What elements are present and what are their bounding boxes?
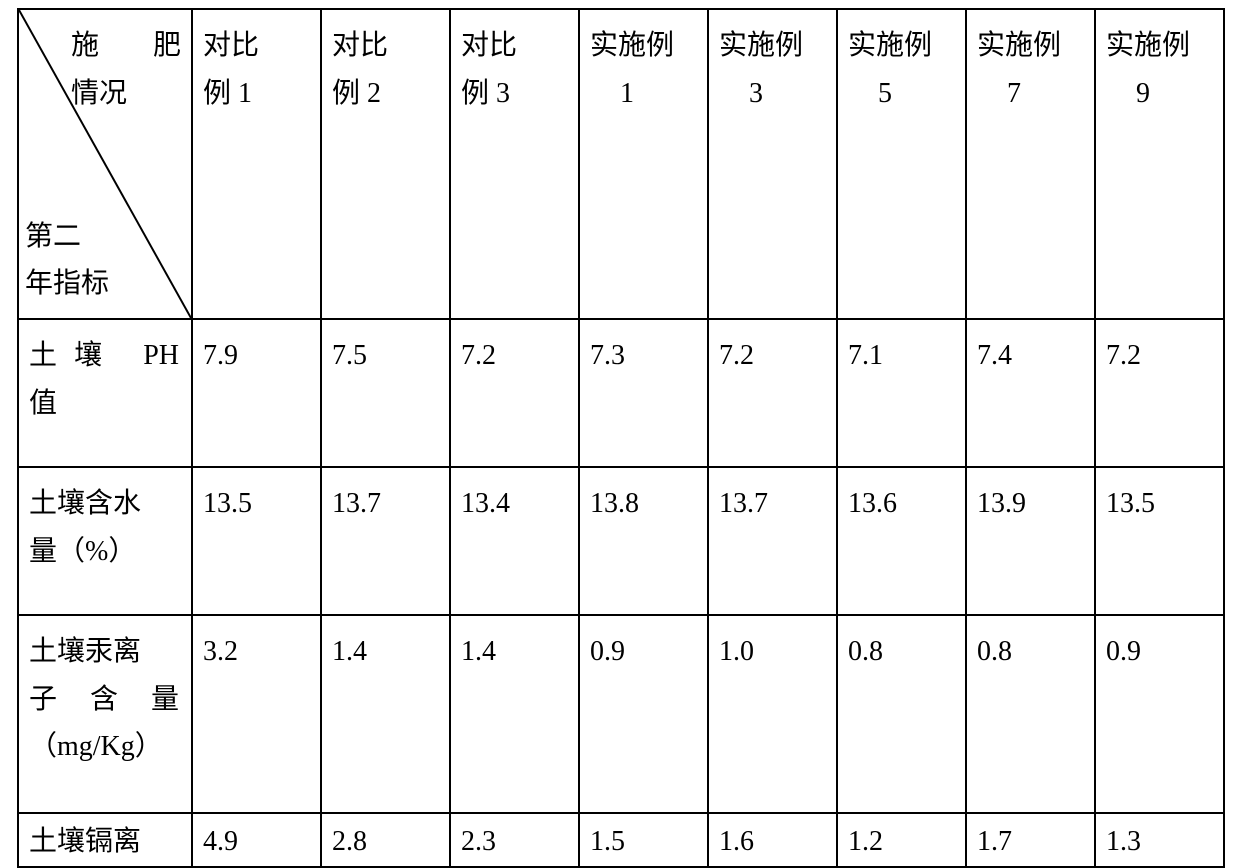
col-header-3: 对比 例 3 — [450, 9, 579, 319]
col-header-7: 实施例 7 — [966, 9, 1095, 319]
diag-bottom-l1: 第二 — [25, 221, 81, 252]
cell: 13.7 — [708, 467, 837, 615]
row-label: 土壤汞离 子 含 量 （mg/Kg） — [18, 615, 192, 813]
row-label: 土壤含水 量（%） — [18, 467, 192, 615]
col-header-l2: 9 — [1106, 78, 1150, 109]
col-header-l2: 例 3 — [461, 78, 510, 109]
row-label-l2: 值 — [29, 388, 57, 419]
cell: 7.4 — [966, 319, 1095, 467]
col-header-l2: 7 — [977, 78, 1021, 109]
col-header-2: 对比 例 2 — [321, 9, 450, 319]
cell: 13.4 — [450, 467, 579, 615]
row-label: 土壤镉离 — [18, 813, 192, 867]
table-row: 土壤含水 量（%） 13.5 13.7 13.4 13.8 13.7 13.6 … — [18, 467, 1224, 615]
cell: 7.5 — [321, 319, 450, 467]
row-label-l1: 土壤镉离 — [29, 826, 141, 857]
cell: 13.7 — [321, 467, 450, 615]
row-label-l2: 子 含 量 — [29, 676, 179, 724]
col-header-l2: 例 2 — [332, 78, 381, 109]
cell: 1.3 — [1095, 813, 1224, 867]
data-table: 施 肥 情况 第二 年指标 对比 例 1 对比 例 2 对比 例 3 实施例 1… — [17, 8, 1225, 868]
cell: 1.6 — [708, 813, 837, 867]
cell: 1.4 — [450, 615, 579, 813]
table-row: 土壤 PH 值 7.9 7.5 7.2 7.3 7.2 7.1 7.4 7.2 — [18, 319, 1224, 467]
col-header-5: 实施例 3 — [708, 9, 837, 319]
cell: 13.5 — [1095, 467, 1224, 615]
row-label-l3: （mg/Kg） — [29, 731, 163, 762]
cell: 13.8 — [579, 467, 708, 615]
cell: 1.7 — [966, 813, 1095, 867]
cell: 13.9 — [966, 467, 1095, 615]
cell: 7.3 — [579, 319, 708, 467]
cell: 4.9 — [192, 813, 321, 867]
diag-top-l2: 情况 — [71, 70, 181, 118]
table-header-row: 施 肥 情况 第二 年指标 对比 例 1 对比 例 2 对比 例 3 实施例 1… — [18, 9, 1224, 319]
row-label: 土壤 PH 值 — [18, 319, 192, 467]
cell: 2.3 — [450, 813, 579, 867]
cell: 7.2 — [708, 319, 837, 467]
cell: 2.8 — [321, 813, 450, 867]
cell: 7.2 — [1095, 319, 1224, 467]
col-header-l1: 对比 — [332, 30, 388, 61]
cell: 3.2 — [192, 615, 321, 813]
cell: 1.2 — [837, 813, 966, 867]
col-header-8: 实施例 9 — [1095, 9, 1224, 319]
table-row: 土壤汞离 子 含 量 （mg/Kg） 3.2 1.4 1.4 0.9 1.0 0… — [18, 615, 1224, 813]
col-header-l1: 对比 — [203, 30, 259, 61]
col-header-l1: 实施例 — [977, 30, 1061, 61]
diagonal-header-cell: 施 肥 情况 第二 年指标 — [18, 9, 192, 319]
diag-top-l1: 施 肥 — [71, 22, 181, 70]
col-header-l1: 实施例 — [719, 30, 803, 61]
col-header-l2: 3 — [719, 78, 763, 109]
cell: 7.2 — [450, 319, 579, 467]
cell: 13.6 — [837, 467, 966, 615]
col-header-l1: 实施例 — [590, 30, 674, 61]
cell: 7.9 — [192, 319, 321, 467]
diag-bottom-label: 第二 年指标 — [25, 213, 109, 308]
diag-bottom-l2: 年指标 — [25, 268, 109, 299]
cell: 1.4 — [321, 615, 450, 813]
cell: 7.1 — [837, 319, 966, 467]
col-header-l1: 实施例 — [1106, 30, 1190, 61]
cell: 0.9 — [579, 615, 708, 813]
row-label-l1: 土壤含水 — [29, 488, 141, 519]
col-header-l2: 5 — [848, 78, 892, 109]
row-label-l1: 土壤汞离 — [29, 636, 141, 667]
row-label-l1: 土壤 PH — [29, 332, 179, 380]
cell: 1.5 — [579, 813, 708, 867]
cell: 0.9 — [1095, 615, 1224, 813]
col-header-1: 对比 例 1 — [192, 9, 321, 319]
col-header-4: 实施例 1 — [579, 9, 708, 319]
col-header-l1: 实施例 — [848, 30, 932, 61]
cell: 0.8 — [837, 615, 966, 813]
table-row: 土壤镉离 4.9 2.8 2.3 1.5 1.6 1.2 1.7 1.3 — [18, 813, 1224, 867]
cell: 0.8 — [966, 615, 1095, 813]
diag-top-label: 施 肥 情况 — [71, 22, 181, 117]
col-header-l2: 1 — [590, 78, 634, 109]
col-header-6: 实施例 5 — [837, 9, 966, 319]
col-header-l2: 例 1 — [203, 78, 252, 109]
cell: 1.0 — [708, 615, 837, 813]
col-header-l1: 对比 — [461, 30, 517, 61]
row-label-l2: 量（%） — [29, 536, 136, 567]
cell: 13.5 — [192, 467, 321, 615]
